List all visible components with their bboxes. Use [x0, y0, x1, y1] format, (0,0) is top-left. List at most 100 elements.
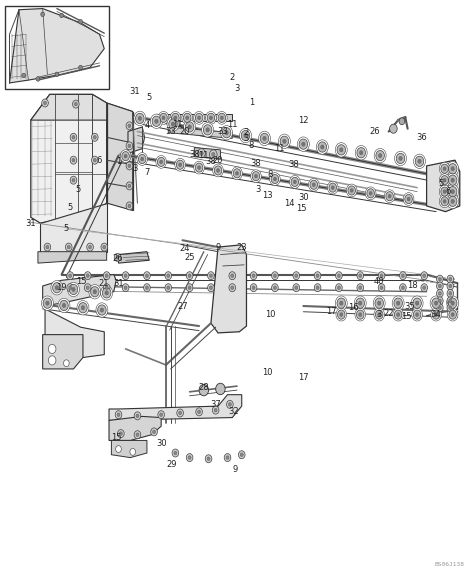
Circle shape [355, 308, 365, 321]
Circle shape [177, 409, 183, 417]
Polygon shape [194, 148, 220, 159]
Circle shape [225, 130, 228, 135]
Circle shape [174, 116, 177, 120]
Circle shape [405, 194, 412, 204]
Circle shape [67, 282, 80, 297]
Circle shape [386, 192, 393, 201]
Circle shape [378, 284, 385, 292]
Text: 14: 14 [284, 198, 294, 208]
Circle shape [93, 158, 96, 162]
Circle shape [195, 113, 203, 122]
Circle shape [211, 152, 215, 157]
Text: 33: 33 [218, 127, 228, 136]
Circle shape [232, 167, 242, 180]
Circle shape [122, 272, 129, 280]
Circle shape [122, 152, 129, 161]
Circle shape [396, 301, 400, 305]
Text: 37: 37 [210, 400, 221, 409]
Circle shape [124, 286, 127, 289]
Circle shape [126, 122, 133, 130]
Text: 33: 33 [165, 127, 176, 136]
Circle shape [128, 144, 131, 148]
Text: 27: 27 [177, 301, 188, 311]
Circle shape [167, 286, 170, 289]
Circle shape [174, 451, 177, 455]
Circle shape [415, 301, 419, 305]
Circle shape [185, 122, 194, 132]
Text: 30: 30 [298, 193, 309, 202]
Circle shape [186, 454, 193, 462]
Circle shape [359, 313, 362, 316]
Circle shape [179, 411, 182, 415]
Text: 31: 31 [130, 87, 140, 96]
Circle shape [318, 142, 327, 152]
Circle shape [60, 13, 64, 18]
Circle shape [136, 113, 144, 124]
Text: 11: 11 [199, 151, 209, 160]
Circle shape [340, 313, 343, 316]
Circle shape [260, 133, 269, 144]
Circle shape [67, 272, 73, 280]
Circle shape [67, 284, 73, 292]
Circle shape [447, 282, 454, 290]
Circle shape [316, 274, 319, 277]
Text: 40: 40 [374, 277, 384, 286]
Circle shape [188, 274, 191, 277]
Circle shape [69, 274, 72, 277]
Circle shape [337, 145, 346, 155]
Circle shape [48, 356, 56, 365]
Circle shape [144, 284, 150, 292]
Circle shape [70, 176, 77, 184]
Circle shape [155, 119, 158, 124]
Circle shape [293, 180, 296, 184]
Circle shape [81, 305, 85, 310]
Circle shape [188, 286, 191, 289]
Circle shape [441, 187, 448, 196]
Circle shape [119, 432, 122, 435]
Circle shape [198, 410, 201, 414]
Circle shape [449, 292, 452, 295]
Text: 3: 3 [234, 84, 240, 93]
Text: 4: 4 [144, 121, 150, 130]
Circle shape [378, 313, 381, 316]
Circle shape [423, 274, 426, 277]
Circle shape [170, 112, 181, 124]
Circle shape [432, 298, 440, 308]
Circle shape [293, 272, 300, 280]
Circle shape [167, 274, 170, 277]
Circle shape [443, 178, 446, 182]
Circle shape [194, 112, 204, 124]
Circle shape [240, 453, 243, 456]
Circle shape [157, 157, 165, 166]
Circle shape [447, 173, 459, 188]
Circle shape [220, 125, 233, 140]
Circle shape [203, 125, 212, 135]
Circle shape [186, 272, 193, 280]
Text: 11: 11 [173, 120, 183, 129]
Circle shape [167, 117, 179, 132]
Text: 30: 30 [156, 439, 166, 448]
Circle shape [100, 285, 113, 300]
Circle shape [447, 308, 458, 321]
Circle shape [359, 286, 362, 289]
Circle shape [118, 430, 124, 438]
Circle shape [176, 160, 184, 169]
Circle shape [432, 310, 440, 319]
Circle shape [431, 308, 441, 321]
Text: 3: 3 [132, 164, 138, 173]
Circle shape [236, 172, 238, 175]
Circle shape [86, 286, 89, 289]
Text: 18: 18 [407, 281, 418, 291]
Text: 26: 26 [369, 127, 380, 136]
Text: 3: 3 [376, 310, 382, 319]
Circle shape [126, 142, 133, 150]
Circle shape [72, 136, 75, 139]
Circle shape [451, 313, 454, 316]
Circle shape [73, 100, 79, 108]
Circle shape [380, 286, 383, 289]
Circle shape [153, 430, 155, 434]
Circle shape [401, 274, 404, 277]
Circle shape [120, 150, 131, 162]
Circle shape [55, 285, 59, 290]
Circle shape [44, 243, 51, 251]
